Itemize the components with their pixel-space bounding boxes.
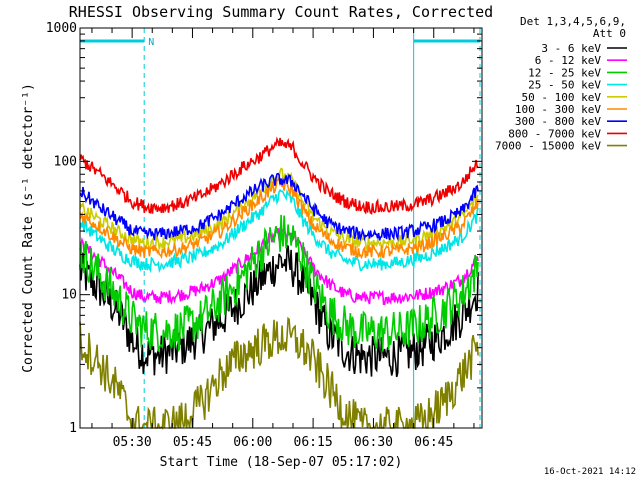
series-line-7 xyxy=(79,136,479,215)
x-tick-label: 06:45 xyxy=(414,435,453,450)
y-tick-label: 10 xyxy=(61,288,77,303)
x-axis: 05:30 05:45 06:00 06:15 06:30 06:45 xyxy=(91,28,475,450)
y-tick-label: 1000 xyxy=(46,21,77,36)
legend-entry-label: 50 - 100 keV xyxy=(522,91,602,104)
series-line-8 xyxy=(79,316,479,430)
series-line-6 xyxy=(79,172,479,242)
legend-entry-label: 300 - 800 keV xyxy=(515,115,601,128)
legend-entry-label: 25 - 50 keV xyxy=(528,79,601,92)
x-axis-label: Start Time (18-Sep-07 05:17:02) xyxy=(160,455,403,470)
y-axis: 1 10 100 1000 xyxy=(46,21,482,436)
series-line-3 xyxy=(79,188,479,274)
legend-entry-label: 3 - 6 keV xyxy=(541,42,601,55)
x-tick-label: 05:45 xyxy=(173,435,212,450)
y-tick-label: 1 xyxy=(69,421,77,436)
y-tick-label: 100 xyxy=(54,154,77,169)
legend-entry-label: 6 - 12 keV xyxy=(535,54,602,67)
legend-entry-label: 100 - 300 keV xyxy=(515,103,601,116)
flag-label-n: N xyxy=(148,37,154,48)
footer-timestamp: 16-Oct-2021 14:12 xyxy=(544,467,636,477)
x-tick-label: 06:15 xyxy=(294,435,333,450)
y-axis-label: Corrected Count Rate (s⁻¹ detector⁻¹) xyxy=(21,83,36,373)
legend-entry-label: 800 - 7000 keV xyxy=(508,127,601,140)
chart-title: RHESSI Observing Summary Count Rates, Co… xyxy=(69,3,493,21)
x-tick-label: 06:30 xyxy=(354,435,393,450)
x-tick-label: 05:30 xyxy=(113,435,152,450)
data-series xyxy=(79,136,479,430)
legend-header-line: Det 1,3,4,5,6,9, xyxy=(520,15,626,28)
legend-entry-label: 12 - 25 keV xyxy=(528,66,601,79)
x-tick-label: 06:00 xyxy=(233,435,272,450)
series-line-0 xyxy=(79,244,479,378)
legend-entry-label: 7000 - 15000 keV xyxy=(495,140,601,153)
legend-header-line: Att 0 xyxy=(593,27,626,40)
series-line-2 xyxy=(79,214,479,353)
plot-frame xyxy=(79,27,483,429)
